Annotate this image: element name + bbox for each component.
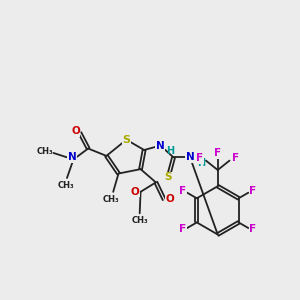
- Text: F: F: [249, 186, 256, 196]
- Text: CH₃: CH₃: [103, 195, 119, 204]
- Text: N: N: [186, 152, 194, 162]
- Text: F: F: [232, 153, 239, 163]
- Text: CH₃: CH₃: [36, 147, 53, 156]
- Text: F: F: [249, 224, 256, 235]
- Text: F: F: [214, 148, 221, 158]
- Text: O: O: [165, 194, 174, 205]
- Text: CH₃: CH₃: [57, 181, 74, 190]
- Text: F: F: [196, 153, 203, 163]
- Text: S: S: [164, 172, 172, 182]
- Text: H: H: [197, 158, 205, 168]
- Text: F: F: [179, 186, 186, 196]
- Text: H: H: [167, 146, 175, 157]
- Text: N: N: [156, 141, 165, 151]
- Text: N: N: [68, 152, 76, 162]
- Text: CH₃: CH₃: [131, 216, 148, 225]
- Text: F: F: [179, 224, 186, 235]
- Text: O: O: [71, 126, 80, 136]
- Text: S: S: [122, 135, 130, 145]
- Text: O: O: [131, 187, 140, 197]
